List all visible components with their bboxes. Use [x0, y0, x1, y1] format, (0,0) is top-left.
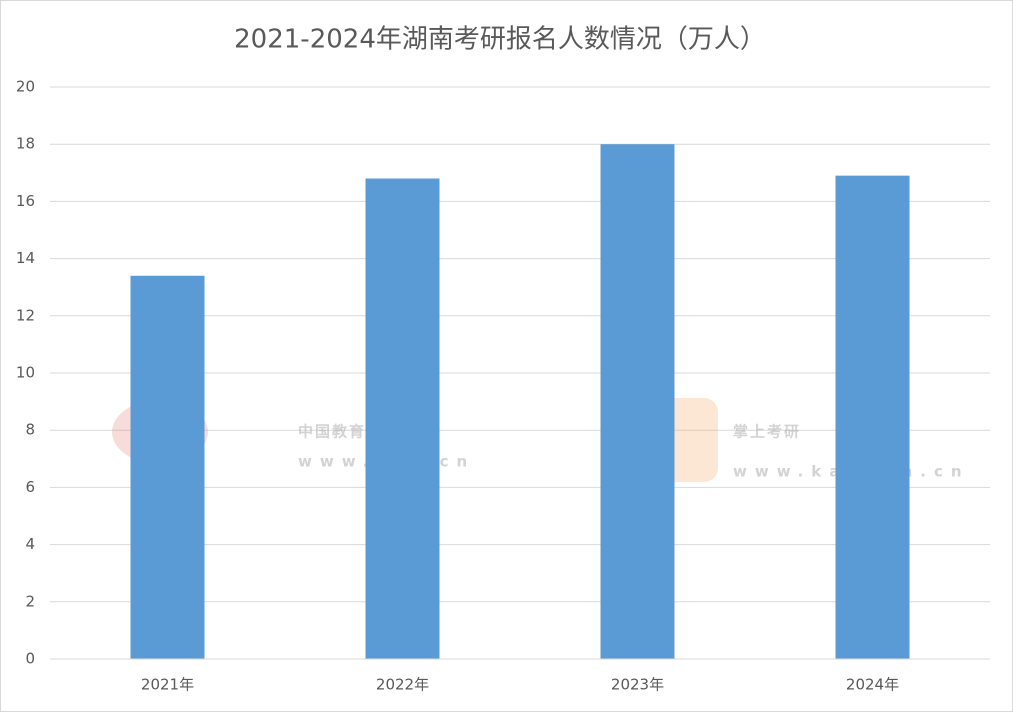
y-tick-label: 0 — [25, 650, 35, 668]
bar — [130, 275, 205, 659]
y-tick-label: 12 — [16, 306, 35, 324]
x-tick-label: 2022年 — [376, 676, 429, 694]
x-tick-label: 2021年 — [141, 676, 194, 694]
watermark: 掌上考研 — [733, 423, 801, 441]
y-tick-label: 18 — [16, 135, 35, 153]
y-tick-label: 10 — [16, 364, 35, 382]
y-tick-label: 14 — [16, 249, 35, 267]
y-tick-label: 6 — [25, 478, 35, 496]
y-tick-label: 20 — [16, 78, 35, 96]
y-tick-label: 2 — [25, 592, 35, 610]
x-tick-label: 2023年 — [611, 676, 664, 694]
bar — [600, 144, 675, 659]
y-tick-label: 8 — [25, 421, 35, 439]
bar — [365, 178, 440, 659]
chart-title: 2021-2024年湖南考研报名人数情况（万人） — [234, 25, 766, 55]
bar — [835, 175, 910, 659]
y-tick-label: 4 — [25, 535, 35, 553]
y-tick-label: 16 — [16, 192, 35, 210]
x-tick-label: 2024年 — [846, 676, 899, 694]
